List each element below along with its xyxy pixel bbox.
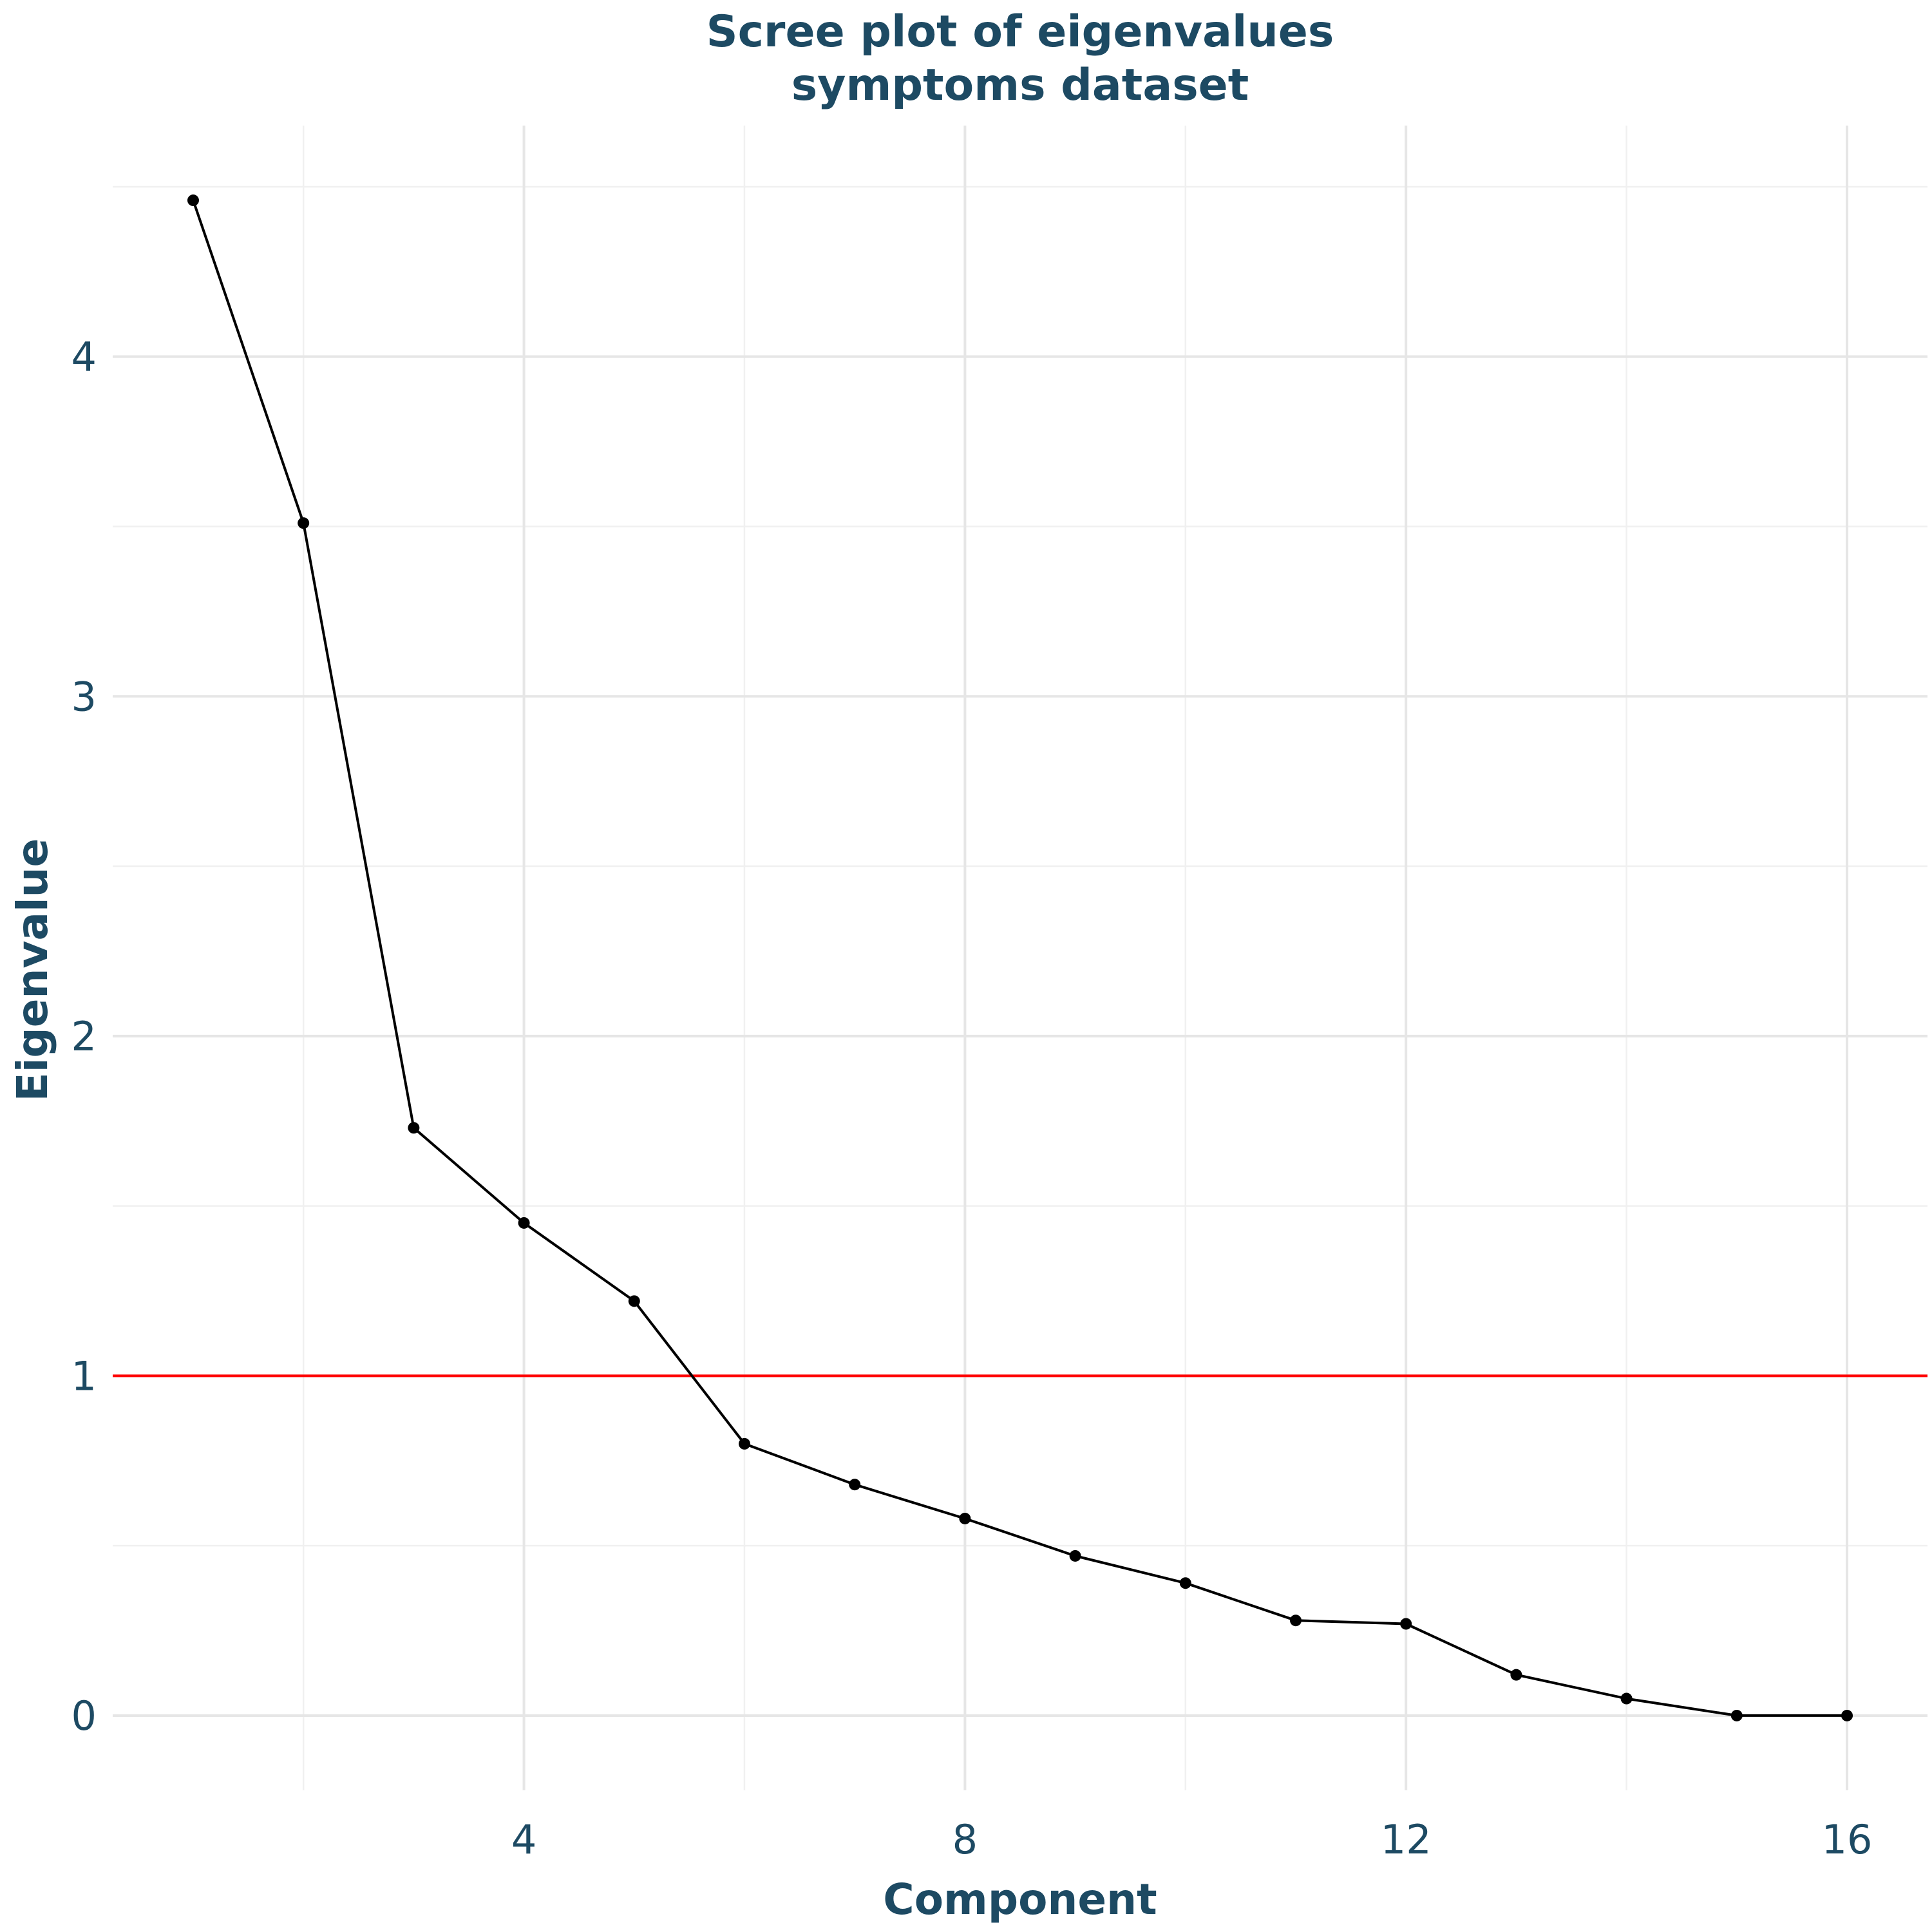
chart-title-line-2: symptoms dataset — [791, 60, 1249, 111]
y-tick-label: 3 — [71, 673, 97, 720]
data-point — [1510, 1669, 1522, 1681]
data-point — [298, 517, 310, 529]
chart-title-line-1: Scree plot of eigenvalues — [706, 6, 1334, 57]
data-point — [1841, 1709, 1853, 1721]
x-tick-label: 16 — [1822, 1816, 1873, 1863]
x-tick-label: 12 — [1381, 1816, 1432, 1863]
data-point — [1730, 1709, 1743, 1721]
y-tick-label: 4 — [71, 334, 97, 381]
data-point — [518, 1217, 530, 1229]
data-point — [959, 1512, 971, 1524]
y-tick-label: 1 — [71, 1352, 97, 1399]
data-point — [408, 1122, 420, 1134]
data-point — [628, 1295, 640, 1307]
data-point — [187, 194, 199, 207]
eigenvalue-line — [192, 200, 1847, 1717]
data-point — [849, 1479, 861, 1491]
eigenvalue-series — [187, 194, 1853, 1721]
y-axis-title: Eigenvalue — [8, 838, 57, 1102]
data-point — [1290, 1615, 1302, 1627]
data-point — [1069, 1549, 1081, 1562]
x-tick-label: 4 — [511, 1816, 536, 1863]
gridlines — [113, 126, 1927, 1790]
y-tick-label: 2 — [71, 1013, 97, 1060]
x-tick-label: 8 — [952, 1816, 978, 1863]
data-point — [1400, 1618, 1412, 1630]
data-point — [1179, 1577, 1191, 1589]
data-point — [738, 1437, 750, 1450]
y-tick-label: 0 — [71, 1692, 97, 1739]
data-point — [1620, 1692, 1633, 1705]
x-axis-title: Component — [883, 1875, 1157, 1924]
